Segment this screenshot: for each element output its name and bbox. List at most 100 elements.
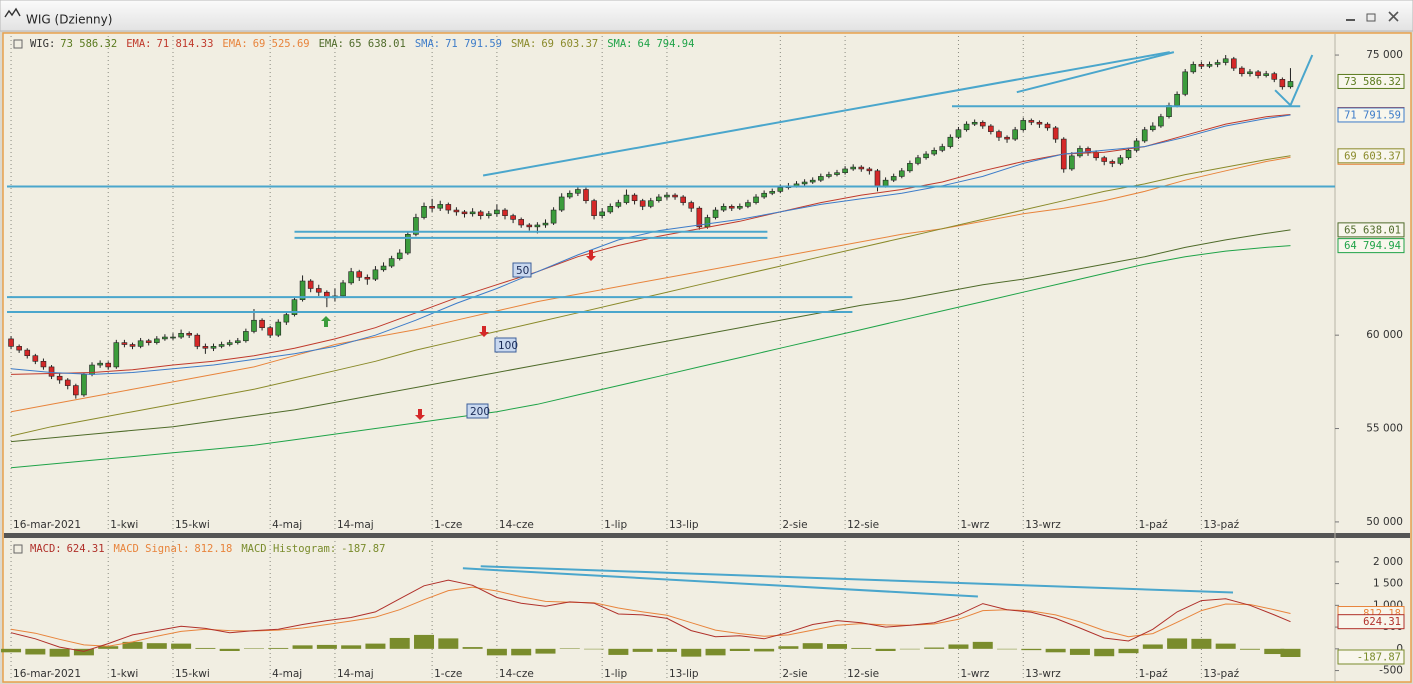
histogram-bar — [559, 648, 580, 649]
candle-body — [32, 355, 39, 362]
histogram-bar — [341, 645, 362, 649]
candle-body — [858, 166, 865, 170]
candle-body — [145, 340, 152, 343]
candle-body — [48, 366, 55, 377]
y-tick-label: 0 — [1396, 643, 1403, 655]
moving-average-line — [10, 229, 1291, 443]
price-tag — [1337, 614, 1405, 630]
window-buttons[interactable] — [1346, 11, 1399, 22]
legend-icon — [13, 544, 23, 554]
candle-body — [413, 217, 419, 235]
x-tick-label: 1-cze — [434, 668, 462, 680]
histogram-bar — [268, 647, 289, 649]
candle-body — [405, 234, 411, 254]
candle-body — [1198, 64, 1205, 67]
candle-body — [696, 207, 703, 228]
price-tag-label: 64 794.94 — [1344, 240, 1401, 252]
candle-body — [267, 327, 273, 336]
candle-body — [356, 271, 363, 278]
candle-body — [1174, 93, 1180, 106]
y-tick-label: 55 000 — [1366, 423, 1403, 435]
minimize-button[interactable] — [1346, 19, 1355, 21]
trend-line — [462, 567, 978, 598]
candle-body — [542, 222, 549, 226]
histogram-bar — [292, 645, 313, 649]
histogram-bar — [948, 644, 969, 649]
candle-body — [1279, 79, 1286, 88]
candle-body — [243, 331, 249, 342]
close-button[interactable] — [1388, 11, 1399, 22]
histogram-bar — [802, 643, 823, 649]
candle-body — [850, 166, 856, 170]
candle-body — [599, 211, 605, 216]
candle-body — [194, 334, 201, 347]
candle-body — [842, 168, 848, 173]
price-tag — [1337, 649, 1405, 665]
x-tick-label: 12-sie — [847, 519, 879, 531]
candle-body — [56, 375, 63, 381]
candle-body — [923, 153, 929, 159]
legend-name: MACD Histogram: — [241, 543, 336, 555]
histogram-bar — [729, 648, 750, 651]
legend-name: SMA: — [415, 38, 440, 50]
legend-value: 73 586.32 — [60, 38, 117, 50]
histogram-bar — [122, 641, 143, 649]
candle-body — [1141, 129, 1148, 142]
histogram-bar — [1069, 648, 1090, 655]
candle-body — [882, 179, 889, 187]
price-tag — [1337, 107, 1405, 123]
candle-body — [656, 196, 662, 202]
legend-name: WIG: — [30, 38, 55, 50]
pane-separator — [4, 533, 1410, 538]
x-tick-label: 1-kwi — [110, 668, 138, 680]
histogram-bar — [1215, 643, 1236, 649]
candle-body — [1012, 129, 1018, 140]
moving-average-line — [10, 114, 1291, 375]
price-tag — [1337, 238, 1405, 254]
restore-button[interactable] — [1366, 13, 1376, 22]
moving-average-line — [10, 155, 1291, 437]
histogram-bar — [1118, 648, 1139, 654]
candle-body — [1255, 71, 1261, 76]
histogram-bar — [681, 648, 702, 657]
candle-body — [1206, 64, 1213, 67]
legend: MACD: 624.31 MACD Signal: 812.18 MACD Histog… — [30, 543, 385, 555]
legend-name: EMA: — [222, 38, 247, 50]
candle-body — [1263, 73, 1269, 76]
x-tick-label: 1-wrz — [960, 519, 989, 531]
candle-body — [1044, 123, 1051, 129]
candle-body — [1069, 155, 1075, 170]
candle-body — [996, 131, 1002, 138]
y-tick-label: 1 500 — [1373, 578, 1403, 590]
candle-body — [664, 194, 670, 198]
ma-period-label: 200 — [470, 406, 490, 418]
x-tick-label: 14-cze — [499, 519, 534, 531]
x-tick-label: 15-kwi — [175, 668, 210, 680]
candle-body — [348, 271, 354, 284]
trend-line — [1016, 51, 1175, 94]
histogram-bar — [146, 643, 167, 649]
candle-body — [826, 174, 832, 177]
x-tick-label: 13-paź — [1203, 668, 1239, 680]
candle-body — [477, 211, 484, 216]
y-tick-label: 60 000 — [1366, 329, 1403, 341]
window-title: WIG (Dzienny) — [26, 13, 112, 27]
candle-body — [283, 314, 290, 323]
candle-body — [745, 202, 751, 207]
macd-line — [10, 579, 1291, 652]
histogram-bar — [1045, 648, 1066, 653]
x-tick-label: 1-wrz — [960, 668, 989, 680]
candle-body — [1117, 157, 1124, 164]
y-tick-label: 75 000 — [1366, 49, 1403, 61]
histogram-bar — [899, 648, 920, 650]
candle-body — [1101, 157, 1108, 162]
histogram-bar — [49, 648, 70, 657]
x-tick-label: 14-maj — [337, 519, 374, 531]
x-tick-label: 16-mar-2021 — [13, 519, 81, 531]
candle-body — [979, 121, 986, 127]
x-tick-label: 15-kwi — [175, 519, 210, 531]
candle-body — [73, 385, 79, 396]
candle-body — [761, 192, 767, 198]
price-tag — [1337, 148, 1405, 164]
